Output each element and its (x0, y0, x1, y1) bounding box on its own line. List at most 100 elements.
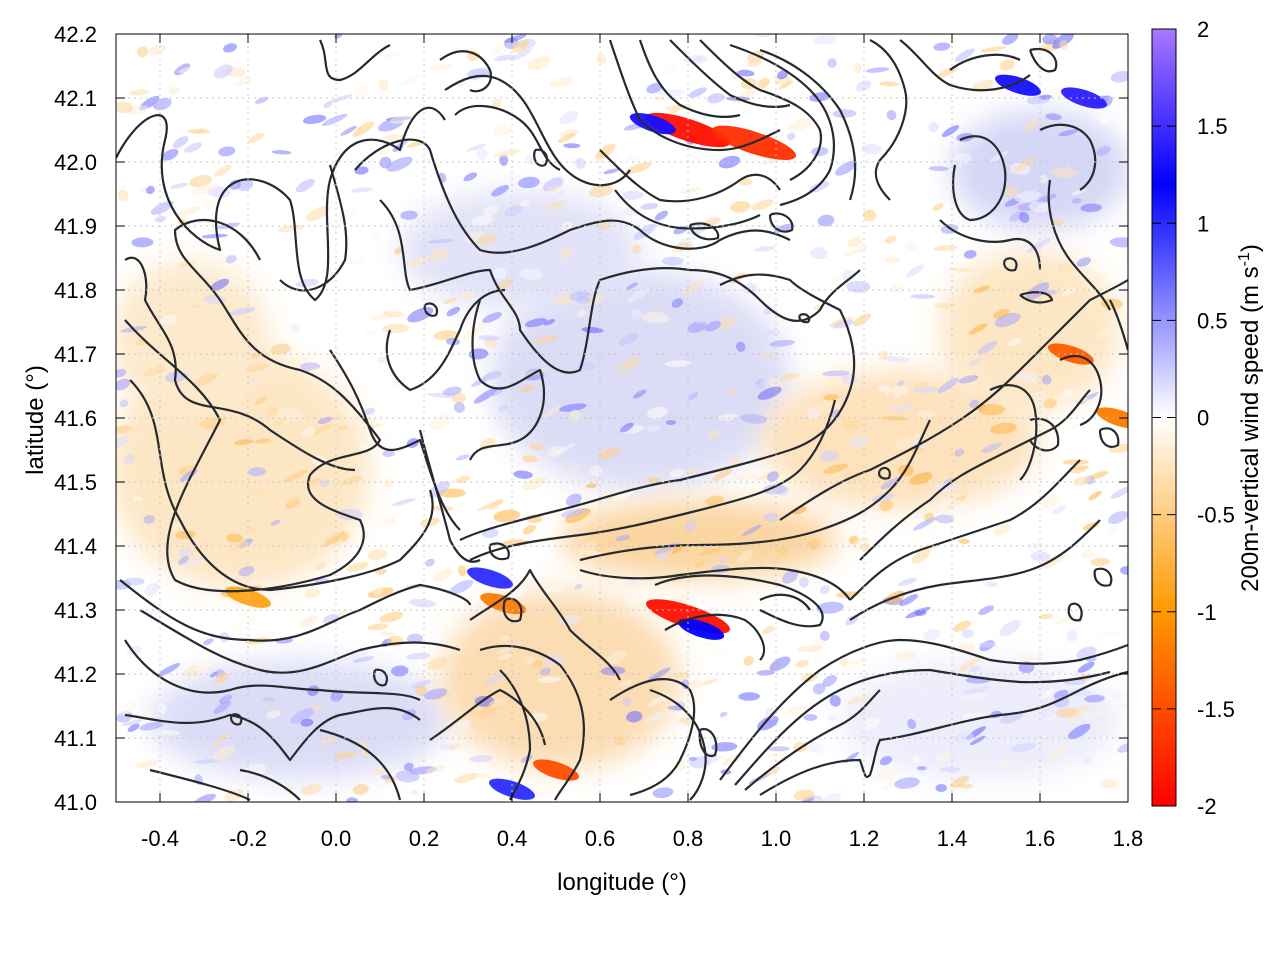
heat-speckle (956, 75, 979, 87)
heat-speckle (793, 789, 815, 801)
contour-line (423, 302, 439, 317)
heat-speckle (1089, 471, 1109, 479)
heat-speckle (143, 708, 155, 718)
heat-speckle (1099, 631, 1119, 638)
heat-speckle (432, 568, 454, 582)
heat-speckle (361, 423, 383, 430)
heat-speckle (433, 693, 452, 701)
contour-line (859, 389, 1091, 561)
heat-speckle (935, 750, 951, 763)
heat-speckle (917, 410, 936, 419)
heat-speckle (1099, 779, 1119, 789)
heat-speckle (897, 380, 905, 387)
heat-speckle (644, 711, 666, 723)
heat-speckle (483, 338, 498, 348)
heat-speckle (618, 332, 639, 346)
heat-speckle (928, 121, 939, 133)
wind-feature-updraft (629, 112, 676, 135)
contour-line (759, 593, 811, 611)
heat-speckle (619, 422, 634, 433)
heat-speckle (338, 609, 349, 617)
heat-speckle (711, 742, 738, 752)
heat-speckle (546, 190, 566, 202)
heat-speckle (201, 233, 229, 239)
heat-speckle (145, 185, 155, 195)
heat-speckle (254, 96, 269, 104)
heat-speckle (678, 187, 701, 194)
heat-speckle (311, 702, 324, 712)
heat-speckle (483, 205, 499, 217)
heat-speckle (832, 319, 855, 329)
x-tick-label: 0.4 (497, 826, 528, 851)
heat-speckle (424, 688, 448, 700)
heat-speckle (741, 524, 762, 537)
heat-speckle (654, 210, 669, 221)
heat-speckle (537, 676, 561, 683)
heat-speckle (546, 185, 564, 192)
heat-speckle (642, 311, 669, 324)
heat-speckle (865, 67, 890, 73)
heat-speckle (916, 766, 927, 771)
heat-speckle (339, 530, 349, 542)
heat-speckle (942, 125, 959, 137)
contour-line (319, 728, 402, 801)
heat-speckle (1014, 190, 1042, 203)
heat-speckle (346, 650, 370, 660)
heat-speckle (1110, 70, 1128, 83)
contour-line (759, 670, 1128, 796)
heat-speckle (1080, 712, 1106, 718)
heat-speckle (683, 55, 708, 64)
heat-speckle (664, 360, 691, 368)
heat-speckle (819, 450, 840, 462)
heat-speckle (1015, 372, 1038, 383)
heat-speckle (1045, 290, 1058, 295)
heat-speckle (674, 671, 690, 680)
heat-speckle (743, 655, 755, 666)
heat-speckle (1026, 238, 1051, 253)
heat-speckle (403, 248, 428, 255)
heat-speckle (803, 713, 818, 722)
heat-speckle (131, 237, 154, 248)
x-axis-label: longitude (°) (557, 869, 687, 896)
heat-speckle (665, 419, 677, 426)
heat-speckle (550, 77, 573, 88)
heat-speckle (118, 423, 142, 439)
heat-speckle (912, 754, 921, 763)
y-tick-label: 41.6 (54, 406, 97, 431)
heat-speckle (1078, 492, 1093, 503)
heat-speckle (1052, 696, 1070, 708)
x-tick-label: 0.8 (673, 826, 704, 851)
heat-speckle (990, 422, 1017, 435)
heat-speckle (213, 64, 233, 79)
heat-speckle (127, 723, 140, 732)
heat-speckle (493, 509, 521, 522)
heatmap-field (116, 34, 1128, 802)
heat-speckle (788, 117, 813, 132)
heat-speckle (218, 146, 236, 157)
heat-speckle (1004, 185, 1020, 198)
heat-speckle (840, 419, 862, 431)
wind-feature-updraft (467, 567, 513, 589)
heat-speckle (936, 66, 958, 78)
heat-speckle (1111, 690, 1123, 700)
heat-speckle (488, 698, 508, 707)
heat-speckle (346, 797, 358, 802)
heat-speckle (543, 200, 566, 210)
contour-line (1028, 47, 1058, 73)
heat-speckle (740, 413, 768, 424)
heat-speckle (959, 692, 987, 701)
colorbar: -2 -1.5 -1 -0.5 0 0.5 1 1.5 2 200m-vertical wind… (1151, 17, 1264, 819)
heat-speckle (346, 561, 369, 572)
contour-line (124, 639, 421, 701)
heat-speckle (855, 80, 872, 92)
colorbar-ticks: -2 -1.5 -1 -0.5 0 0.5 1 1.5 2 (1152, 17, 1235, 819)
heat-speckle (519, 385, 536, 392)
heat-speckle (144, 582, 160, 596)
colorbar-tick-label: -1.5 (1197, 697, 1235, 722)
heat-speckle (763, 512, 779, 522)
heat-speckle (822, 675, 837, 687)
heat-speckle (400, 210, 418, 220)
heat-speckle (484, 370, 502, 381)
heat-speckle (705, 495, 724, 507)
heat-speckle (1052, 615, 1074, 626)
